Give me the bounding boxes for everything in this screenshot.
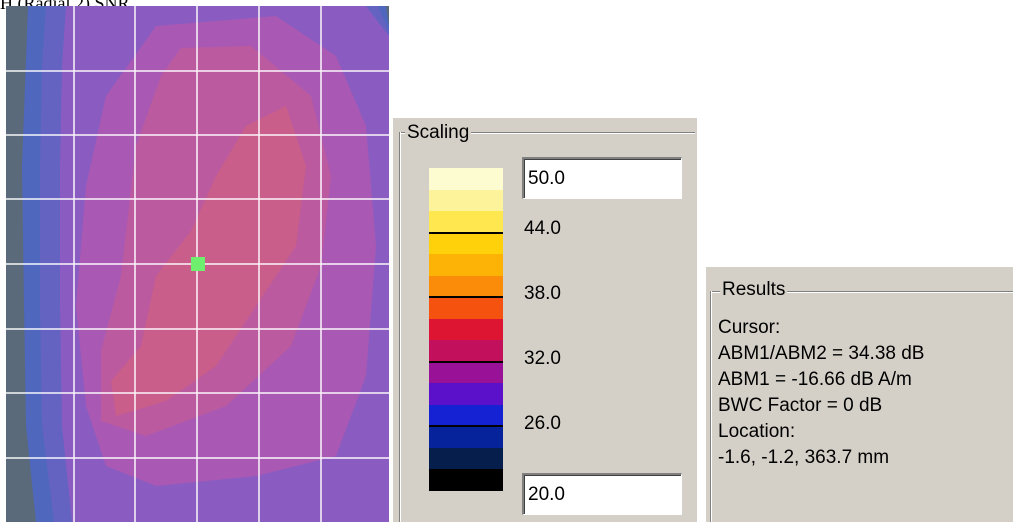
result-cursor-label: Cursor: [718, 317, 781, 338]
colorbar-tick [429, 296, 503, 298]
colorbar-tick [429, 231, 503, 234]
colorbar-swatch [429, 426, 503, 448]
scaling-group-border-top [399, 132, 695, 134]
colorbar-swatch [429, 189, 503, 211]
colorbar-tick [429, 360, 503, 363]
scaling-group-label: Scaling [405, 122, 472, 143]
colorbar-swatch [429, 168, 503, 190]
colorbar-tick [429, 425, 503, 427]
result-location-label: Location: [718, 421, 796, 442]
result-location-value: -1.6, -1.2, 363.7 mm [718, 447, 890, 468]
scale-max-input[interactable] [522, 157, 682, 199]
scale-tick-label-38: 38.0 [524, 283, 561, 304]
result-abm-ratio: ABM1/ABM2 = 34.38 dB [718, 343, 925, 364]
snr-heatmap[interactable] [6, 6, 389, 522]
cursor-marker[interactable] [191, 257, 205, 271]
scaling-group-border-left [399, 132, 401, 522]
colorbar-swatch [429, 469, 503, 491]
scaling-colorbar [429, 168, 503, 491]
colorbar-swatch [429, 404, 503, 426]
results-panel: Results Cursor: ABM1/ABM2 = 34.38 dB ABM… [706, 267, 1013, 522]
colorbar-swatch [429, 361, 503, 383]
colorbar-swatch [429, 211, 503, 233]
results-group-label: Results [720, 279, 788, 300]
colorbar-swatch [429, 340, 503, 362]
result-abm1: ABM1 = -16.66 dB A/m [718, 369, 912, 390]
scale-tick-label-32: 32.0 [524, 348, 561, 369]
result-bwc-factor: BWC Factor = 0 dB [718, 395, 883, 416]
scale-min-input[interactable] [522, 473, 682, 515]
scaling-panel: Scaling 44.0 38.0 32.0 26.0 [393, 118, 697, 522]
colorbar-swatch [429, 297, 503, 319]
scale-tick-label-44: 44.0 [524, 218, 561, 239]
colorbar-swatch [429, 254, 503, 276]
colorbar-swatch [429, 383, 503, 405]
colorbar-swatch [429, 447, 503, 469]
scale-tick-label-26: 26.0 [524, 413, 561, 434]
results-group-border-top [710, 291, 1013, 293]
colorbar-swatch [429, 275, 503, 297]
colorbar-swatch [429, 318, 503, 340]
results-group-border-left [710, 291, 712, 522]
map-band-6 [111, 106, 306, 416]
colorbar-swatch [429, 232, 503, 254]
